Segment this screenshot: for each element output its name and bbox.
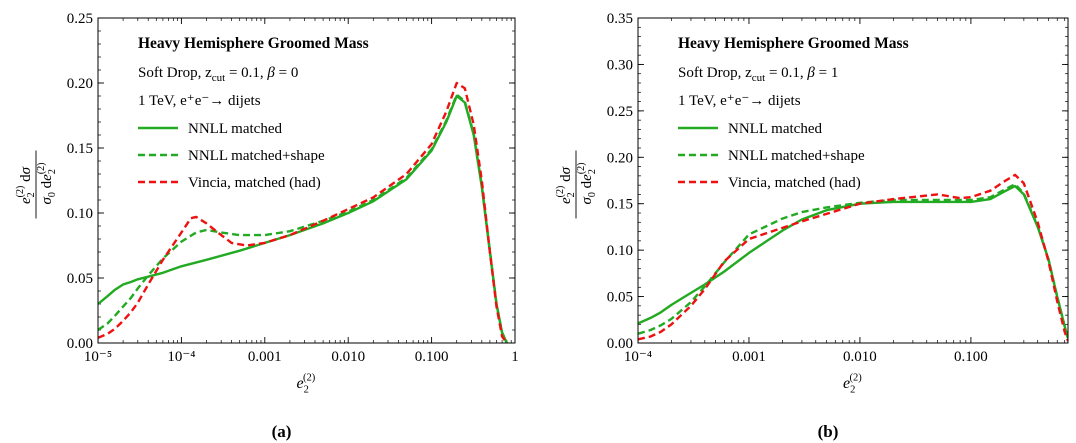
y-tick-label: 0.10 [67, 206, 93, 222]
y-label-sub: 2 [566, 192, 577, 197]
y-label-sub: 2 [26, 192, 37, 197]
y-label-sub: 0 [587, 192, 598, 197]
legend-entry: NNLL matched [728, 121, 822, 137]
y-label-e: e [579, 174, 595, 181]
y-label-sup: (2) [15, 186, 26, 198]
x-tick-label: 0.001 [248, 349, 282, 365]
legend-entry: Vincia, matched (had) [728, 175, 861, 191]
x-tick-label: 10⁻⁵ [84, 349, 112, 365]
y-tick-label: 0.05 [607, 290, 633, 306]
y-label-denominator: σ0 de2(2) [36, 163, 58, 205]
info-beta: β [266, 65, 275, 81]
y-tick-label: 0.25 [67, 11, 93, 27]
info-part: Soft Drop, z [138, 65, 212, 81]
y-label-numerator: e2(2) dσ [555, 166, 577, 204]
y-label-sigma: σ [18, 166, 34, 174]
x-tick-label: 1 [511, 349, 519, 365]
y-label-dsigma: d [558, 174, 574, 186]
y-tick-label: 0.00 [607, 336, 633, 352]
y-tick-label: 0.00 [67, 336, 93, 352]
y-label-dsigma: d [18, 174, 34, 186]
x-axis-label-sub: 2 [850, 384, 855, 395]
x-tick-label: 10⁻⁴ [167, 349, 195, 365]
figure-caption: (a) [272, 422, 292, 441]
info-subscript: cut [212, 72, 225, 84]
chart-panel-b: 10⁻⁴ 0.001 0.010 0.100 0.00 0.05 0.10 0.15 0.20 0… [555, 11, 1069, 441]
chart-info-line: Soft Drop, zcut = 0.1, β = 1 [678, 65, 838, 84]
chart-info-line: 1 TeV, e⁺e⁻→ dijets [678, 93, 801, 109]
x-tick-label: 0.100 [954, 349, 988, 365]
x-tick-label: 0.010 [843, 349, 877, 365]
info-subscript: cut [752, 72, 765, 84]
y-label-e: e [18, 197, 34, 204]
x-axis-label-glyph: e2(2) [297, 372, 316, 395]
y-label-sub: 2 [47, 169, 58, 174]
x-tick-label: 10⁻⁴ [624, 349, 652, 365]
y-tick-label: 0.15 [607, 197, 633, 213]
plot-frame [637, 17, 1069, 344]
chart-panel-a: 10⁻⁵ 10⁻⁴ 0.001 0.010 0.100 1 0.00 0.05 0.10 0.15… [15, 11, 519, 441]
series-line-vincia-matched-had [98, 81, 508, 343]
y-tick-label: 0.25 [607, 104, 633, 120]
info-beta: β [806, 65, 815, 81]
series-group [638, 173, 1068, 342]
plot-frame [97, 17, 516, 344]
series-line-nnll-matched-shape [638, 182, 1068, 339]
y-tick-label: 0.15 [67, 141, 93, 157]
x-axis-label-sub: 2 [304, 384, 309, 395]
y-label-de: d [39, 180, 55, 192]
x-tick-label: 0.010 [331, 349, 365, 365]
y-tick-label: 0.20 [607, 150, 633, 166]
y-label-sigma: σ [558, 166, 574, 174]
x-axis-label: e2(2) [297, 372, 316, 395]
x-axis-label-sup: (2) [849, 372, 862, 383]
chart-info-line: 1 TeV, e⁺e⁻→ dijets [138, 93, 261, 109]
series-line-nnll-matched [98, 94, 508, 343]
legend-entry: NNLL matched [188, 121, 282, 137]
y-label-sub: 2 [587, 169, 598, 174]
y-label-e: e [558, 197, 574, 204]
chart-title: Heavy Hemisphere Groomed Mass [678, 35, 909, 52]
y-label-de: d [579, 180, 595, 192]
y-label-denominator: σ0 de2(2) [576, 163, 598, 205]
info-part: Soft Drop, z [678, 65, 752, 81]
x-tick-label: 0.100 [415, 349, 449, 365]
x-tick-label: 0.001 [732, 349, 766, 365]
series-line-vincia-matched-had [638, 173, 1068, 342]
y-tick-label: 0.05 [67, 271, 93, 287]
series-group [98, 81, 508, 343]
chart-title: Heavy Hemisphere Groomed Mass [138, 35, 369, 52]
y-label-sub: 0 [47, 192, 58, 197]
info-part: = 0 [275, 65, 298, 81]
info-part: = 1 [815, 65, 838, 81]
y-tick-label: 0.10 [607, 243, 633, 259]
legend-entry: NNLL matched+shape [188, 148, 325, 164]
chart-info-line: Soft Drop, zcut = 0.1, β = 0 [138, 65, 298, 84]
figure-caption: (b) [818, 422, 839, 441]
legend-entry: Vincia, matched (had) [188, 175, 321, 191]
y-label-sup: (2) [36, 163, 47, 175]
legend-entry: NNLL matched+shape [728, 148, 865, 164]
x-axis-label: e2(2) [843, 372, 862, 395]
y-tick-label: 0.35 [607, 11, 633, 27]
y-label-sup: (2) [576, 163, 587, 175]
series-line-nnll-matched [638, 184, 1068, 339]
y-tick-label: 0.30 [607, 57, 633, 73]
y-label-sup: (2) [555, 186, 566, 198]
y-tick-label: 0.20 [67, 76, 93, 92]
x-axis-label-sup: (2) [303, 372, 316, 383]
info-part: = 0.1, [765, 65, 807, 81]
info-part: = 0.1, [225, 65, 267, 81]
y-label-sigma0: σ [579, 197, 595, 205]
y-label-e: e [39, 174, 55, 181]
x-axis-label-glyph: e2(2) [843, 372, 862, 395]
series-line-nnll-matched-shape [98, 93, 508, 343]
y-label-sigma0: σ [39, 197, 55, 205]
y-label-numerator: e2(2) dσ [15, 166, 37, 204]
